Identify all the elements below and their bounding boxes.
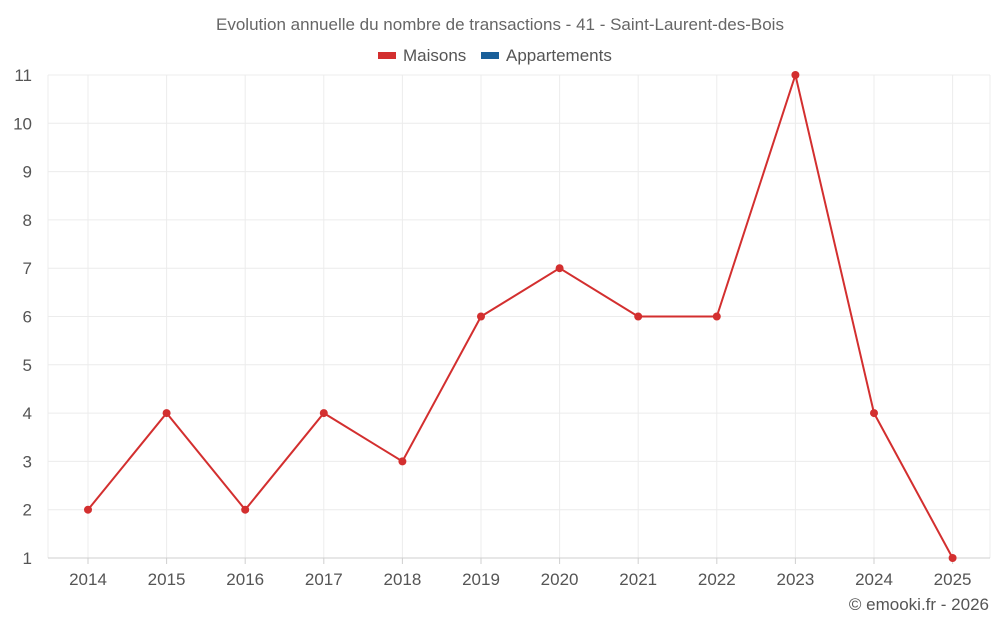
y-tick-label: 8 — [23, 211, 32, 230]
x-tick-label: 2023 — [776, 570, 814, 589]
y-gridlines — [48, 74, 990, 511]
x-tick-label: 2015 — [148, 570, 186, 589]
chart-title: Evolution annuelle du nombre de transact… — [216, 15, 784, 34]
x-axis-ticks: 2014 2015 2016 2017 2018 2019 2020 2021 2022 2023… — [69, 558, 972, 589]
x-tick-label: 2025 — [934, 570, 972, 589]
x-tick-label: 2017 — [305, 570, 343, 589]
y-tick-label: 5 — [23, 356, 32, 375]
data-point-maisons[interactable] — [870, 409, 878, 418]
data-point-maisons[interactable] — [84, 505, 92, 514]
legend-item-appartements[interactable]: Appartements — [481, 46, 612, 65]
x-tick-label: 2019 — [462, 570, 500, 589]
credit-text: © emooki.fr - 2026 — [849, 595, 989, 614]
y-tick-label: 1 — [23, 549, 32, 568]
data-point-maisons[interactable] — [791, 71, 800, 79]
data-point-maisons[interactable] — [555, 264, 564, 273]
x-tick-label: 2014 — [69, 570, 107, 589]
legend-label-appartements: Appartements — [506, 46, 612, 65]
data-point-maisons[interactable] — [319, 409, 328, 418]
y-tick-label: 9 — [23, 163, 32, 182]
y-tick-label: 10 — [13, 114, 32, 133]
data-point-maisons[interactable] — [477, 312, 485, 321]
series-line-maisons — [87, 71, 954, 559]
y-tick-label: 2 — [23, 501, 32, 520]
data-point-maisons[interactable] — [712, 312, 721, 321]
y-tick-label: 6 — [23, 308, 32, 327]
legend: Maisons Appartements — [378, 46, 612, 65]
y-tick-label: 3 — [23, 452, 32, 471]
y-tick-label: 11 — [14, 66, 32, 85]
legend-label-maisons: Maisons — [403, 46, 466, 65]
x-tick-label: 2024 — [855, 570, 893, 589]
x-tick-label: 2021 — [619, 570, 657, 589]
data-point-maisons[interactable] — [948, 554, 957, 562]
legend-item-maisons[interactable]: Maisons — [378, 46, 466, 65]
data-point-maisons[interactable] — [634, 312, 643, 321]
legend-swatch-maisons — [378, 52, 396, 59]
data-point-maisons[interactable] — [162, 409, 171, 418]
y-tick-label: 4 — [23, 404, 32, 423]
y-tick-label: 7 — [23, 259, 32, 278]
data-point-maisons[interactable] — [241, 505, 250, 514]
x-tick-label: 2022 — [698, 570, 736, 589]
series-layer — [84, 71, 957, 562]
y-axis-ticks: 1 2 3 4 5 6 7 8 9 10 11 — [13, 66, 32, 568]
legend-swatch-appartements — [481, 52, 499, 59]
x-tick-label: 2016 — [226, 570, 264, 589]
x-tick-label: 2018 — [383, 570, 421, 589]
data-point-maisons[interactable] — [398, 457, 407, 466]
x-tick-label: 2020 — [541, 570, 579, 589]
